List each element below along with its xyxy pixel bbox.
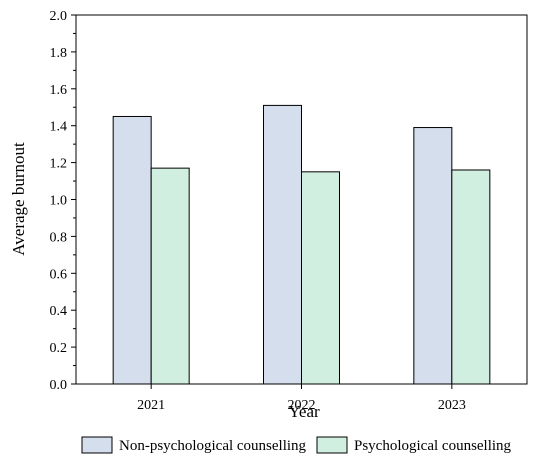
y-tick-label: 0.8 xyxy=(50,230,68,245)
x-axis-ticks: 2021 2022 2023 xyxy=(137,384,466,413)
bar-psychological-2021 xyxy=(150,167,190,385)
legend-swatch xyxy=(81,436,113,454)
legend-swatch xyxy=(316,436,348,454)
y-tick-label: 1.8 xyxy=(50,46,68,61)
y-tick-label: 0.2 xyxy=(50,341,68,356)
x-tick-label: 2021 xyxy=(137,398,165,413)
x-tick-label: 2023 xyxy=(438,398,466,413)
y-tick-label: 2.0 xyxy=(50,9,68,24)
bar-non-psychological-2023 xyxy=(413,127,453,385)
legend-label: Non-psychological counselling xyxy=(119,438,307,454)
y-tick-label: 1.2 xyxy=(50,157,68,172)
legend-label: Psychological counselling xyxy=(354,438,512,454)
bar-non-psychological-2021 xyxy=(112,115,152,385)
y-tick-label: 1.0 xyxy=(50,194,68,209)
bars-group xyxy=(112,104,491,385)
bar-non-psychological-2022 xyxy=(263,104,302,385)
x-tick-label: 2022 xyxy=(288,398,316,413)
y-tick-label: 0.0 xyxy=(50,378,68,393)
y-axis-label: Average burnout xyxy=(9,142,28,256)
bar-psychological-2022 xyxy=(301,171,340,385)
plot-frame xyxy=(75,14,528,385)
legend: Non-psychological counselling Psychologic… xyxy=(81,436,512,454)
y-tick-label: 0.4 xyxy=(50,304,68,319)
y-axis-ticks: 0.0 0.2 0.4 0.6 0.8 1.0 1.2 1.4 1.6 1.8 2.0 xyxy=(50,9,76,393)
x-axis-label: Year xyxy=(288,402,320,421)
y-tick-label: 1.6 xyxy=(50,83,68,98)
y-tick-label: 0.6 xyxy=(50,267,68,282)
y-tick-label: 1.4 xyxy=(50,120,68,135)
bar-psychological-2023 xyxy=(451,169,491,385)
